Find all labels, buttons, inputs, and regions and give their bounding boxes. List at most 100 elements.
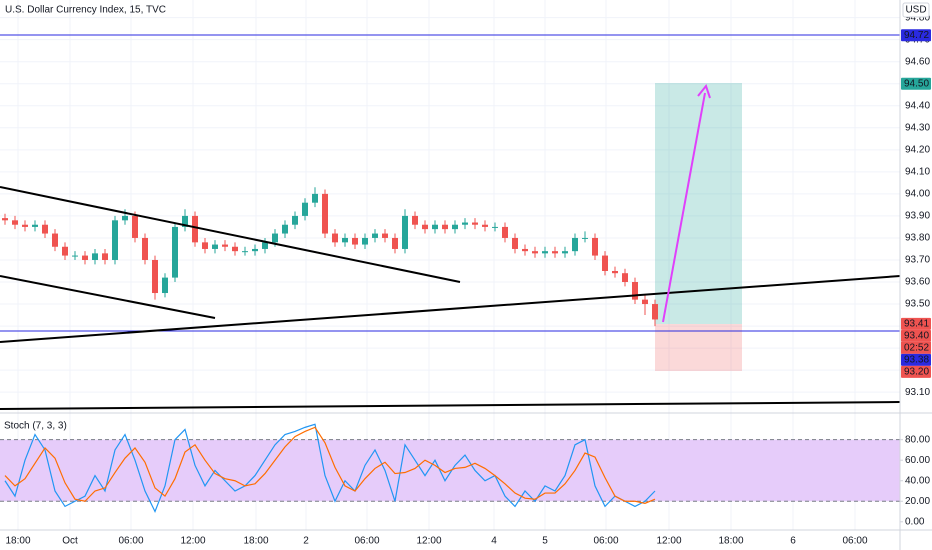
price-tag (901, 29, 931, 42)
candle-body (182, 215, 188, 227)
candles (2, 187, 658, 514)
price-tag (901, 317, 931, 330)
y-tick-label: 94.20 (905, 144, 930, 155)
candle-body (192, 215, 198, 243)
y-tick-label: 40.00 (905, 475, 930, 486)
x-tick-label: 12:00 (656, 536, 681, 547)
price-tag-label: 93.40 (904, 331, 929, 342)
candle-body (462, 222, 468, 225)
candle-body (112, 220, 118, 260)
candle-body (652, 304, 658, 320)
candle-body (452, 224, 458, 230)
candle-body (52, 233, 58, 247)
y-tick-label: 93.60 (905, 277, 930, 288)
candle-body (82, 255, 88, 260)
candle-body (32, 224, 38, 227)
x-tick-label: 06:00 (354, 536, 379, 547)
candle-body (492, 226, 498, 228)
candle-body (122, 215, 128, 221)
y-tick-label: 94.00 (905, 189, 930, 200)
candle-body (512, 237, 518, 249)
candle-body (12, 220, 18, 225)
candle-body (522, 248, 528, 252)
chart-title: U.S. Dollar Currency Index, 15, TVC (5, 5, 166, 16)
candle-body (582, 237, 588, 239)
x-tick-label: 4 (491, 536, 497, 547)
y-tick-label: 93.90 (905, 211, 930, 222)
indicator-title: Stoch (7, 3, 3) (4, 421, 67, 432)
x-tick-label: 06:00 (118, 536, 143, 547)
countdown-tag (901, 341, 931, 354)
currency[interactable]: USD (905, 5, 926, 16)
candle-body (312, 193, 318, 203)
candle-body (472, 222, 478, 225)
trend-line (0, 186, 461, 283)
candle-body (212, 244, 218, 249)
y-tick-label: 93.70 (905, 255, 930, 266)
x-tick-label: 06:00 (842, 536, 867, 547)
candle-body (352, 237, 358, 245)
candle-body (262, 242, 268, 249)
price-tag-label: 94.50 (904, 78, 929, 89)
candle-body (532, 251, 538, 254)
candle-body (342, 237, 348, 243)
candle-body (142, 237, 148, 260)
x-tick-label: 18:00 (5, 536, 30, 547)
x-tick-label: 5 (542, 536, 548, 547)
candle-body (592, 237, 598, 256)
candle-body (152, 259, 158, 294)
candle-body (402, 215, 408, 249)
x-tick-label: 06:00 (593, 536, 618, 547)
candle-body (172, 226, 178, 278)
candle-body (372, 233, 378, 238)
trend-line (0, 275, 216, 319)
trend-line (0, 275, 901, 343)
candle-body (22, 224, 28, 227)
candle-body (552, 251, 558, 254)
candle-body (292, 215, 298, 225)
candle-body (162, 277, 168, 294)
candle-body (392, 237, 398, 249)
candle-body (202, 242, 208, 249)
price-tag-label: 93.41 (904, 319, 929, 330)
candle-body (622, 273, 628, 283)
candle-body (502, 226, 508, 238)
candle-body (332, 233, 338, 243)
y-tick-label: 80.00 (905, 434, 930, 445)
y-tick-label: 93.10 (905, 387, 930, 398)
candle-body (272, 233, 278, 243)
candle-body (222, 244, 228, 247)
candle-body (42, 224, 48, 234)
y-tick-label: 94.80 (905, 12, 930, 23)
candle-body (92, 253, 98, 260)
price-tag (901, 365, 931, 378)
currency-box[interactable] (902, 2, 930, 18)
y-tick-label: 60.00 (905, 455, 930, 466)
y-tick-label: 93.50 (905, 299, 930, 310)
stoch-line (4, 423, 656, 514)
x-tick-label: 18:00 (718, 536, 743, 547)
y-tick-label: 94.10 (905, 166, 930, 177)
stoch-line (4, 426, 656, 504)
price-tag (901, 77, 931, 90)
candle-body (322, 193, 328, 234)
candle-body (612, 270, 618, 274)
stop-zone (655, 324, 742, 371)
candle-body (362, 237, 368, 245)
price-tag (901, 329, 931, 342)
x-tick-label: 6 (790, 536, 796, 547)
y-tick-label: 0.00 (905, 516, 925, 527)
candle-body (242, 251, 248, 253)
candle-body (642, 299, 648, 305)
price-tag-label: 93.20 (904, 367, 929, 378)
y-tick-label: 94.40 (905, 100, 930, 111)
candle-body (602, 255, 608, 271)
x-tick-label: 18:00 (243, 536, 268, 547)
trend-line (0, 401, 901, 410)
candle-body (62, 246, 68, 256)
y-tick-label: 93.80 (905, 233, 930, 244)
candle-body (412, 215, 418, 225)
candle-body (632, 282, 638, 300)
countdown: 02:52 (904, 343, 929, 354)
